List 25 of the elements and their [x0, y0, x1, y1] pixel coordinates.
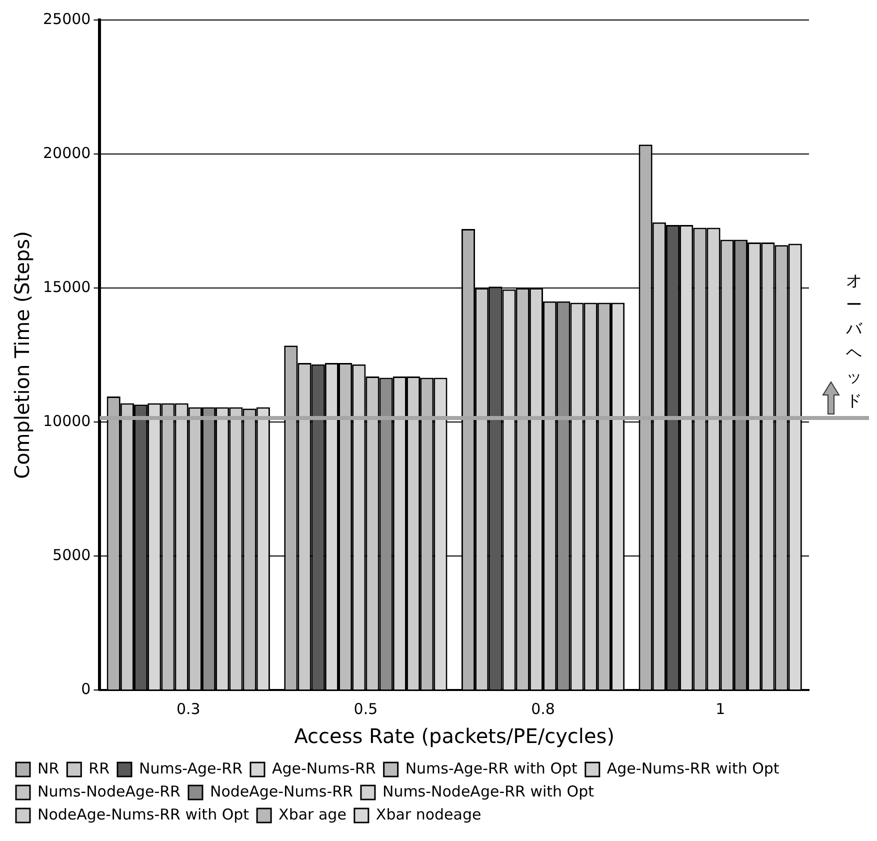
y-tick-label: 0 — [81, 680, 91, 698]
legend-label: Age-Nums-RR with Opt — [606, 759, 780, 778]
y-tick-label: 10000 — [43, 412, 91, 430]
x-tick-label: 1 — [716, 700, 726, 718]
y-axis-title: Completion Time (Steps) — [10, 231, 34, 479]
legend-label: NR — [38, 759, 60, 778]
x-tick-label: 0.8 — [531, 700, 555, 718]
legend-label: Nums-NodeAge-RR with Opt — [382, 782, 594, 800]
ref-line-label: オーバヘッド — [845, 270, 864, 412]
legend-label: Xbar age — [278, 805, 346, 824]
legend-label: Age-Nums-RR — [272, 759, 376, 778]
y-tick-label: 25000 — [43, 10, 91, 28]
legend-label: RR — [88, 759, 110, 778]
legend-label: Nums-NodeAge-RR — [38, 782, 180, 800]
legend-label: NodeAge-Nums-RR with Opt — [38, 805, 250, 824]
x-tick-label: 0.3 — [176, 700, 200, 718]
x-axis-title: Access Rate (packets/PE/cycles) — [294, 724, 615, 748]
legend-label: Xbar nodeage — [376, 805, 482, 824]
legend-label: NodeAge-Nums-RR — [210, 782, 353, 800]
y-tick-label: 15000 — [43, 278, 91, 296]
legend-label: Nums-Age-RR — [138, 759, 243, 778]
x-tick-label: 0.5 — [354, 700, 378, 718]
legend-label: Nums-Age-RR with Opt — [405, 759, 578, 778]
y-tick-label: 20000 — [43, 144, 91, 162]
y-tick-label: 5000 — [52, 546, 91, 564]
